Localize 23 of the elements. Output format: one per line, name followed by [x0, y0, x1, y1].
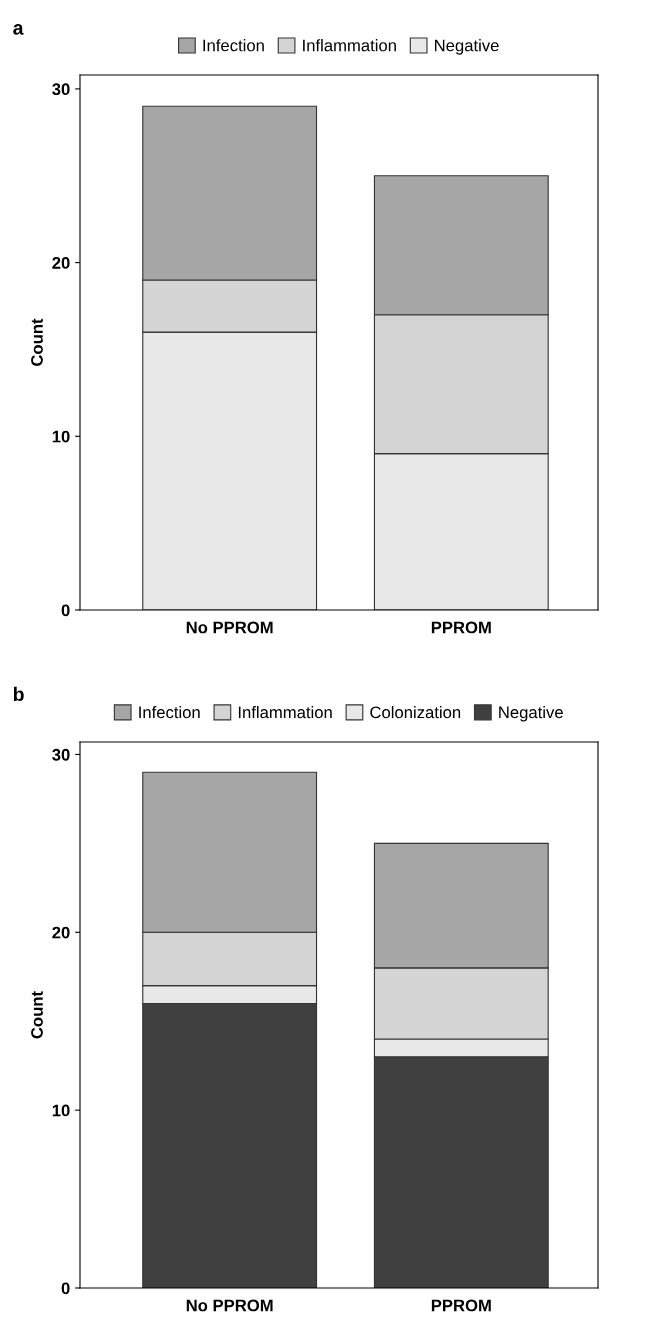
y-tick-label: 30: [52, 83, 70, 96]
chart-title: b: [13, 686, 24, 702]
y-tick-label: 10: [52, 430, 70, 443]
x-tick-label: PPROM: [431, 1299, 491, 1312]
y-tick-label: 10: [52, 1104, 70, 1117]
legend-label: Negative: [435, 39, 499, 55]
legend-label: Colonization: [370, 706, 461, 719]
x-tick-label: PPROM: [431, 621, 491, 634]
y-tick-label: 20: [52, 257, 70, 269]
legend-label: Negative: [499, 706, 563, 722]
y-axis-title: Count: [31, 991, 43, 1039]
x-tick-label: No PPROM: [186, 621, 273, 634]
y-axis-title: Count: [31, 318, 43, 366]
legend-label: Infection: [139, 706, 200, 719]
legend-label: Inflammation: [303, 39, 396, 52]
y-tick-label: 30: [52, 748, 70, 761]
y-tick-label: 20: [52, 926, 70, 939]
legend-label: Infection: [203, 39, 264, 52]
y-tick-label: 0: [61, 604, 70, 617]
x-tick-label: No PPROM: [186, 1299, 273, 1312]
chart-title: a: [13, 24, 24, 35]
legend-label: Inflammation: [238, 706, 332, 719]
y-tick-label: 0: [61, 1282, 70, 1295]
